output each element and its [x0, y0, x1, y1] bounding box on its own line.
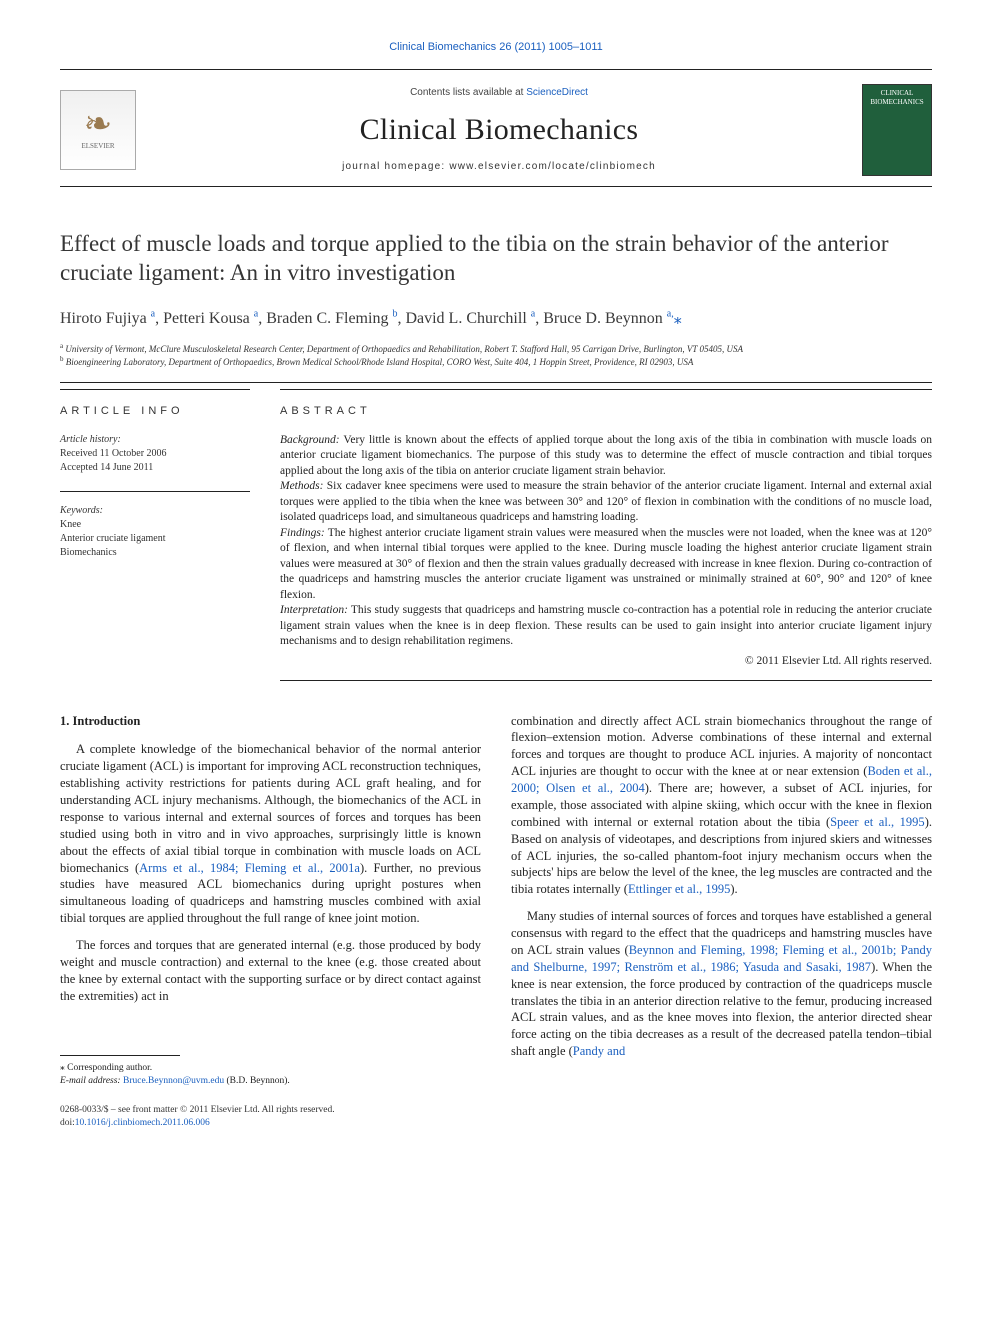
corresponding-author-mark[interactable]: ⁎ — [674, 310, 682, 327]
col2-p2: Many studies of internal sources of forc… — [511, 908, 932, 1060]
keyword-1: Knee — [60, 518, 250, 532]
homepage-prefix: journal homepage: — [342, 161, 449, 172]
abs-methods-text: Six cadaver knee specimens were used to … — [280, 480, 932, 523]
article-info-column: ARTICLE INFO Article history: Received 1… — [60, 389, 250, 681]
info-top-rule — [60, 382, 932, 383]
abstract-label: ABSTRACT — [280, 404, 932, 419]
article-info-label: ARTICLE INFO — [60, 404, 250, 419]
affiliation-b: Bioengineering Laboratory, Department of… — [66, 357, 694, 367]
body-two-columns: 1. Introduction A complete knowledge of … — [60, 713, 932, 1130]
body-col-left: 1. Introduction A complete knowledge of … — [60, 713, 481, 1130]
authors-line: Hiroto Fujiya a, Petteri Kousa a, Braden… — [60, 308, 932, 330]
authors-list: Hiroto Fujiya a, Petteri Kousa a, Braden… — [60, 310, 674, 327]
abstract-column: ABSTRACT Background: Very little is know… — [280, 389, 932, 681]
contents-line: Contents lists available at ScienceDirec… — [136, 86, 862, 100]
homepage-url[interactable]: www.elsevier.com/locate/clinbiomech — [449, 161, 656, 172]
sciencedirect-link[interactable]: ScienceDirect — [526, 87, 588, 98]
corresponding-footnote: ⁎ Corresponding author. E-mail address: … — [60, 1062, 481, 1089]
corr-email-link[interactable]: Bruce.Beynnon@uvm.edu — [123, 1076, 224, 1086]
abstract-bottom-rule — [280, 680, 932, 681]
front-matter-footer: 0268-0033/$ – see front matter © 2011 El… — [60, 1104, 481, 1130]
abstract-copyright: © 2011 Elsevier Ltd. All rights reserved… — [280, 654, 932, 670]
corr-author-label: ⁎ Corresponding author. — [60, 1062, 481, 1075]
abs-background-text: Very little is known about the effects o… — [280, 434, 932, 477]
cover-label-1: CLINICAL — [881, 89, 914, 98]
corr-email-person: (B.D. Beynnon). — [226, 1076, 289, 1086]
cover-label-2: BIOMECHANICS — [870, 98, 923, 107]
article-title: Effect of muscle loads and torque applie… — [60, 229, 932, 288]
homepage-line: journal homepage: www.elsevier.com/locat… — [136, 160, 862, 174]
col2-p1: combination and directly affect ACL stra… — [511, 713, 932, 899]
intro-p2: The forces and torques that are generate… — [60, 937, 481, 1005]
abs-background-label: Background: — [280, 434, 340, 446]
abs-interpretation-text: This study suggests that quadriceps and … — [280, 604, 932, 647]
affiliation-a: University of Vermont, McClure Musculosk… — [65, 344, 743, 354]
cite-ettlinger[interactable]: Ettlinger et al., 1995 — [628, 882, 730, 896]
intro-p1-a: A complete knowledge of the biomechanica… — [60, 742, 481, 874]
abs-methods-label: Methods: — [280, 480, 323, 492]
cite-speer[interactable]: Speer et al., 1995 — [830, 815, 925, 829]
keyword-2: Anterior cruciate ligament — [60, 532, 250, 546]
doi-link[interactable]: 10.1016/j.clinbiomech.2011.06.006 — [75, 1118, 210, 1128]
elsevier-logo-text: ELSEVIER — [81, 142, 114, 151]
footnote-rule — [60, 1055, 180, 1056]
cite-pandy-trailing[interactable]: Pandy and — [573, 1044, 625, 1058]
abs-findings-label: Findings: — [280, 527, 325, 539]
info-divider — [60, 491, 250, 492]
email-label: E-mail address: — [60, 1076, 121, 1086]
received-date: Received 11 October 2006 — [60, 447, 250, 461]
elsevier-tree-icon: ❧ — [84, 108, 113, 142]
elsevier-logo: ❧ ELSEVIER — [60, 90, 136, 170]
body-col-right: combination and directly affect ACL stra… — [511, 713, 932, 1130]
intro-heading: 1. Introduction — [60, 713, 481, 730]
issn-line: 0268-0033/$ – see front matter © 2011 El… — [60, 1104, 481, 1117]
cite-arms-fleming[interactable]: Arms et al., 1984; Fleming et al., 2001a — [139, 861, 360, 875]
contents-prefix: Contents lists available at — [410, 87, 526, 98]
history-label: Article history: — [60, 433, 250, 447]
doi-prefix: doi: — [60, 1118, 75, 1128]
journal-title: Clinical Biomechanics — [136, 110, 862, 151]
col2-p1-d: ). — [730, 882, 737, 896]
journal-cover-thumb: CLINICAL BIOMECHANICS — [862, 84, 932, 176]
keyword-3: Biomechanics — [60, 546, 250, 560]
accepted-date: Accepted 14 June 2011 — [60, 461, 250, 475]
journal-header: ❧ ELSEVIER Contents lists available at S… — [60, 70, 932, 187]
top-citation-link[interactable]: Clinical Biomechanics 26 (2011) 1005–101… — [60, 40, 932, 55]
abs-findings-text: The highest anterior cruciate ligament s… — [280, 527, 932, 601]
intro-p1: A complete knowledge of the biomechanica… — [60, 741, 481, 927]
citation-anchor[interactable]: Clinical Biomechanics 26 (2011) 1005–101… — [389, 41, 603, 53]
abs-interpretation-label: Interpretation: — [280, 604, 348, 616]
keywords-label: Keywords: — [60, 504, 250, 518]
affiliations: a University of Vermont, McClure Musculo… — [60, 342, 932, 368]
